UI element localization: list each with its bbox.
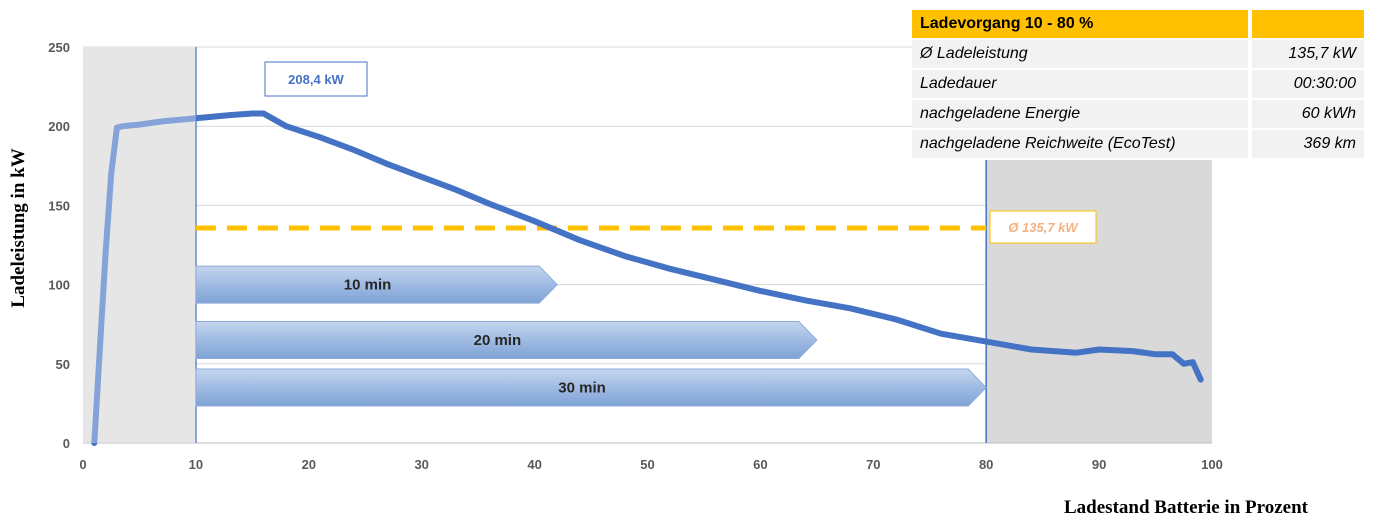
summary-row-label: Ladedauer bbox=[912, 69, 1250, 100]
duration-arrow-label: 30 min bbox=[558, 380, 606, 397]
duration-arrow bbox=[195, 265, 558, 304]
x-tick-label: 40 bbox=[527, 457, 541, 472]
summary-header-label: Ladevorgang 10 - 80 % bbox=[912, 10, 1250, 40]
average-annotation-label: Ø 135,7 kW bbox=[1008, 220, 1079, 235]
summary-table: Ladevorgang 10 - 80 % Ø Ladeleistung 135… bbox=[912, 10, 1364, 160]
shaded-overlay bbox=[83, 47, 196, 443]
x-axis-title: Ladestand Batterie in Prozent bbox=[1064, 497, 1309, 517]
y-tick-label: 200 bbox=[48, 119, 70, 134]
duration-arrow bbox=[195, 321, 818, 360]
summary-row-value: 00:30:00 bbox=[1248, 69, 1364, 100]
summary-row: Ø Ladeleistung 135,7 kW bbox=[912, 39, 1364, 70]
x-tick-label: 80 bbox=[979, 457, 993, 472]
x-tick-label: 90 bbox=[1092, 457, 1106, 472]
series-line bbox=[91, 110, 1204, 446]
shaded-region bbox=[83, 47, 196, 443]
duration-arrow bbox=[195, 368, 987, 407]
duration-arrow-label: 10 min bbox=[344, 277, 392, 294]
summary-table-header: Ladevorgang 10 - 80 % bbox=[912, 10, 1364, 40]
x-tick-label: 0 bbox=[79, 457, 86, 472]
peak-annotation-box bbox=[264, 61, 368, 97]
x-tick-label: 60 bbox=[753, 457, 767, 472]
duration-arrow-label: 20 min bbox=[474, 332, 522, 349]
summary-row: nachgeladene Reichweite (EcoTest) 369 km bbox=[912, 129, 1364, 160]
peak-annotation-label: 208,4 kW bbox=[288, 72, 344, 87]
y-axis-title: Ladeleistung in kW bbox=[8, 148, 29, 307]
summary-row-label: nachgeladene Energie bbox=[912, 99, 1250, 130]
x-tick-label: 30 bbox=[414, 457, 428, 472]
x-tick-label: 20 bbox=[302, 457, 316, 472]
y-tick-label: 100 bbox=[48, 278, 70, 293]
y-tick-label: 150 bbox=[48, 198, 70, 213]
y-tick-label: 0 bbox=[63, 436, 70, 451]
x-tick-label: 100 bbox=[1201, 457, 1223, 472]
average-annotation-box bbox=[989, 210, 1097, 244]
summary-row: nachgeladene Energie 60 kWh bbox=[912, 99, 1364, 130]
summary-row-label: nachgeladene Reichweite (EcoTest) bbox=[912, 129, 1250, 160]
summary-header-value bbox=[1248, 10, 1364, 40]
x-tick-label: 70 bbox=[866, 457, 880, 472]
y-tick-label: 50 bbox=[56, 357, 70, 372]
x-tick-label: 10 bbox=[189, 457, 203, 472]
summary-row-label: Ø Ladeleistung bbox=[912, 39, 1250, 70]
summary-row-value: 369 km bbox=[1248, 129, 1364, 160]
y-tick-label: 250 bbox=[48, 40, 70, 55]
summary-row-value: 135,7 kW bbox=[1248, 39, 1364, 70]
summary-row-value: 60 kWh bbox=[1248, 99, 1364, 130]
x-tick-label: 50 bbox=[640, 457, 654, 472]
summary-row: Ladedauer 00:30:00 bbox=[912, 69, 1364, 100]
